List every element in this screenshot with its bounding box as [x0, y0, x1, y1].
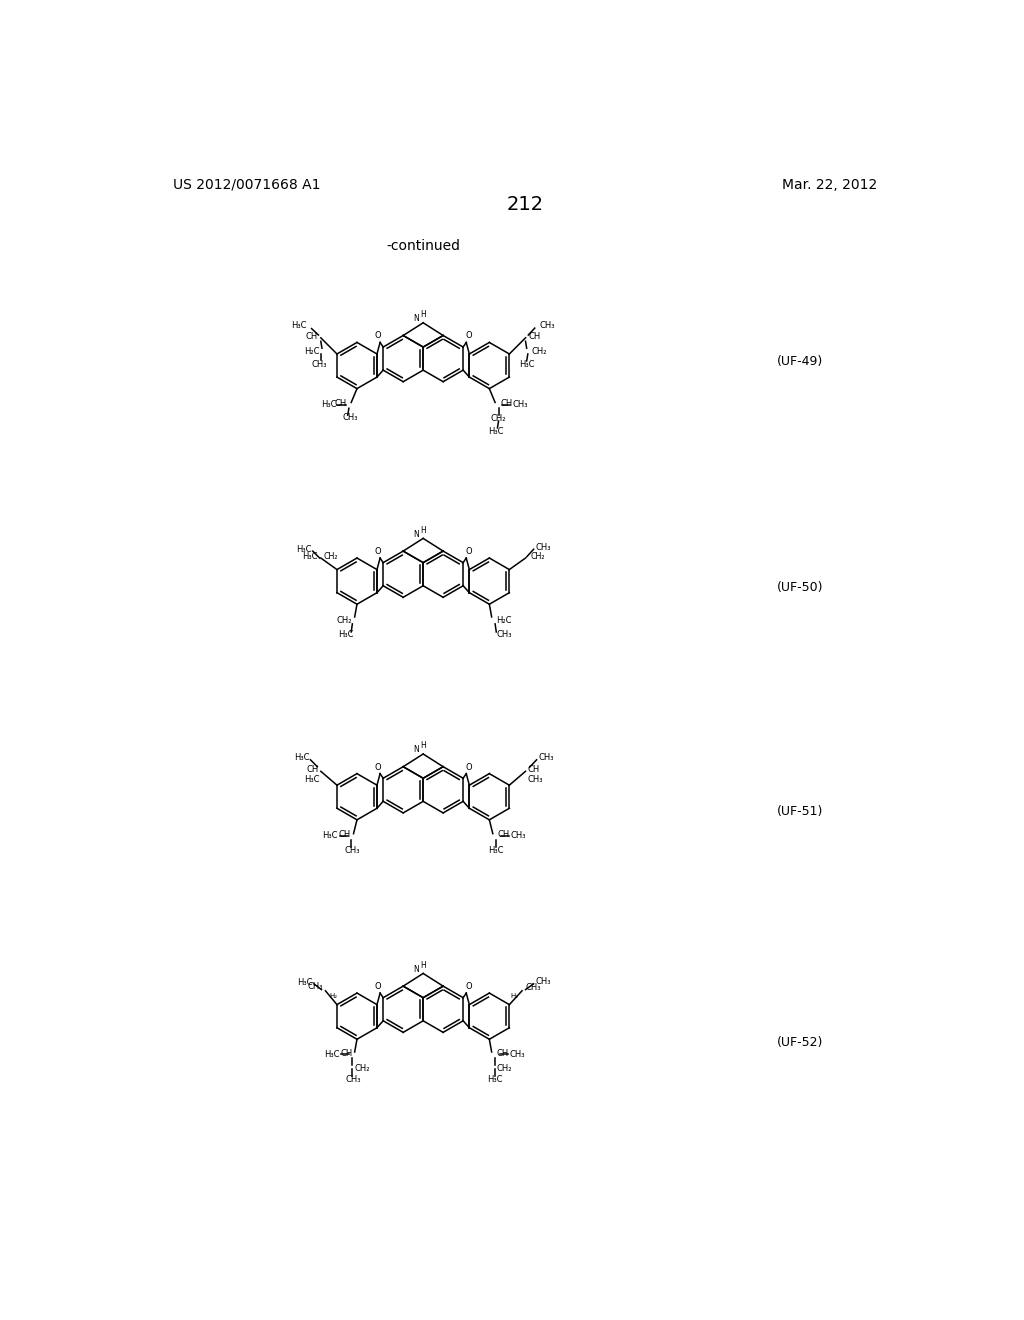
Text: CH: CH [529, 333, 542, 341]
Text: H₂: H₂ [510, 993, 518, 999]
Text: H₃C: H₃C [321, 400, 336, 409]
Text: CH₃: CH₃ [527, 775, 544, 784]
Text: H₃C: H₃C [324, 1049, 339, 1059]
Text: N: N [414, 529, 419, 539]
Text: H₃C: H₃C [302, 552, 317, 561]
Text: CH₂: CH₂ [497, 1064, 512, 1073]
Text: CH: CH [306, 764, 318, 774]
Text: H₂: H₂ [329, 993, 337, 999]
Text: (UF-49): (UF-49) [777, 355, 823, 368]
Text: H₃C: H₃C [338, 631, 353, 639]
Text: CH: CH [305, 333, 317, 341]
Text: H₃C: H₃C [304, 775, 319, 784]
Text: CH₃: CH₃ [511, 832, 526, 841]
Text: H: H [420, 742, 426, 750]
Text: 212: 212 [506, 195, 544, 214]
Text: CH₂: CH₂ [531, 347, 547, 356]
Text: CH₃: CH₃ [342, 413, 357, 422]
Text: CH: CH [497, 1048, 509, 1057]
Text: N: N [414, 314, 419, 323]
Text: CH₃: CH₃ [536, 543, 551, 552]
Text: H₃C: H₃C [297, 978, 312, 987]
Text: H₃C: H₃C [323, 832, 338, 841]
Text: (UF-51): (UF-51) [777, 805, 823, 818]
Text: CH: CH [339, 830, 351, 840]
Text: H: H [420, 525, 426, 535]
Text: -continued: -continued [386, 239, 460, 253]
Text: CH₂: CH₂ [324, 552, 338, 561]
Text: CH₃: CH₃ [497, 631, 512, 639]
Text: O: O [375, 982, 381, 991]
Text: O: O [375, 546, 381, 556]
Text: H₃C: H₃C [487, 1076, 503, 1084]
Text: CH₃: CH₃ [307, 982, 324, 990]
Text: H₃C: H₃C [294, 752, 309, 762]
Text: CH: CH [498, 830, 510, 840]
Text: H₃C: H₃C [488, 846, 504, 855]
Text: H₃C: H₃C [292, 321, 307, 330]
Text: O: O [465, 982, 472, 991]
Text: N: N [414, 746, 419, 754]
Text: (UF-50): (UF-50) [777, 581, 824, 594]
Text: CH: CH [340, 1048, 352, 1057]
Text: H: H [420, 961, 426, 970]
Text: CH: CH [334, 399, 346, 408]
Text: H₂C: H₂C [497, 616, 512, 624]
Text: CH₃: CH₃ [525, 983, 541, 991]
Text: O: O [465, 331, 472, 341]
Text: H₃C: H₃C [488, 426, 504, 436]
Text: CH₃: CH₃ [536, 978, 551, 986]
Text: CH₂: CH₂ [530, 552, 545, 561]
Text: H₃C: H₃C [296, 545, 311, 554]
Text: US 2012/0071668 A1: US 2012/0071668 A1 [173, 178, 321, 191]
Text: Mar. 22, 2012: Mar. 22, 2012 [782, 178, 878, 191]
Text: CH₃: CH₃ [512, 400, 528, 409]
Text: CH₃: CH₃ [539, 752, 554, 762]
Text: O: O [465, 546, 472, 556]
Text: CH₂: CH₂ [337, 616, 352, 624]
Text: H₃C: H₃C [519, 360, 535, 368]
Text: (UF-52): (UF-52) [777, 1036, 823, 1049]
Text: O: O [465, 763, 472, 772]
Text: CH: CH [527, 764, 540, 774]
Text: H₂C: H₂C [304, 347, 319, 356]
Text: CH₂: CH₂ [490, 414, 506, 424]
Text: CH: CH [501, 399, 513, 408]
Text: H: H [420, 310, 426, 319]
Text: O: O [375, 763, 381, 772]
Text: N: N [414, 965, 419, 974]
Text: O: O [375, 331, 381, 341]
Text: CH₃: CH₃ [346, 1076, 361, 1084]
Text: CH₃: CH₃ [509, 1049, 525, 1059]
Text: CH₃: CH₃ [312, 360, 328, 368]
Text: CH₃: CH₃ [345, 846, 360, 855]
Text: CH₂: CH₂ [354, 1064, 370, 1073]
Text: CH₃: CH₃ [540, 321, 555, 330]
